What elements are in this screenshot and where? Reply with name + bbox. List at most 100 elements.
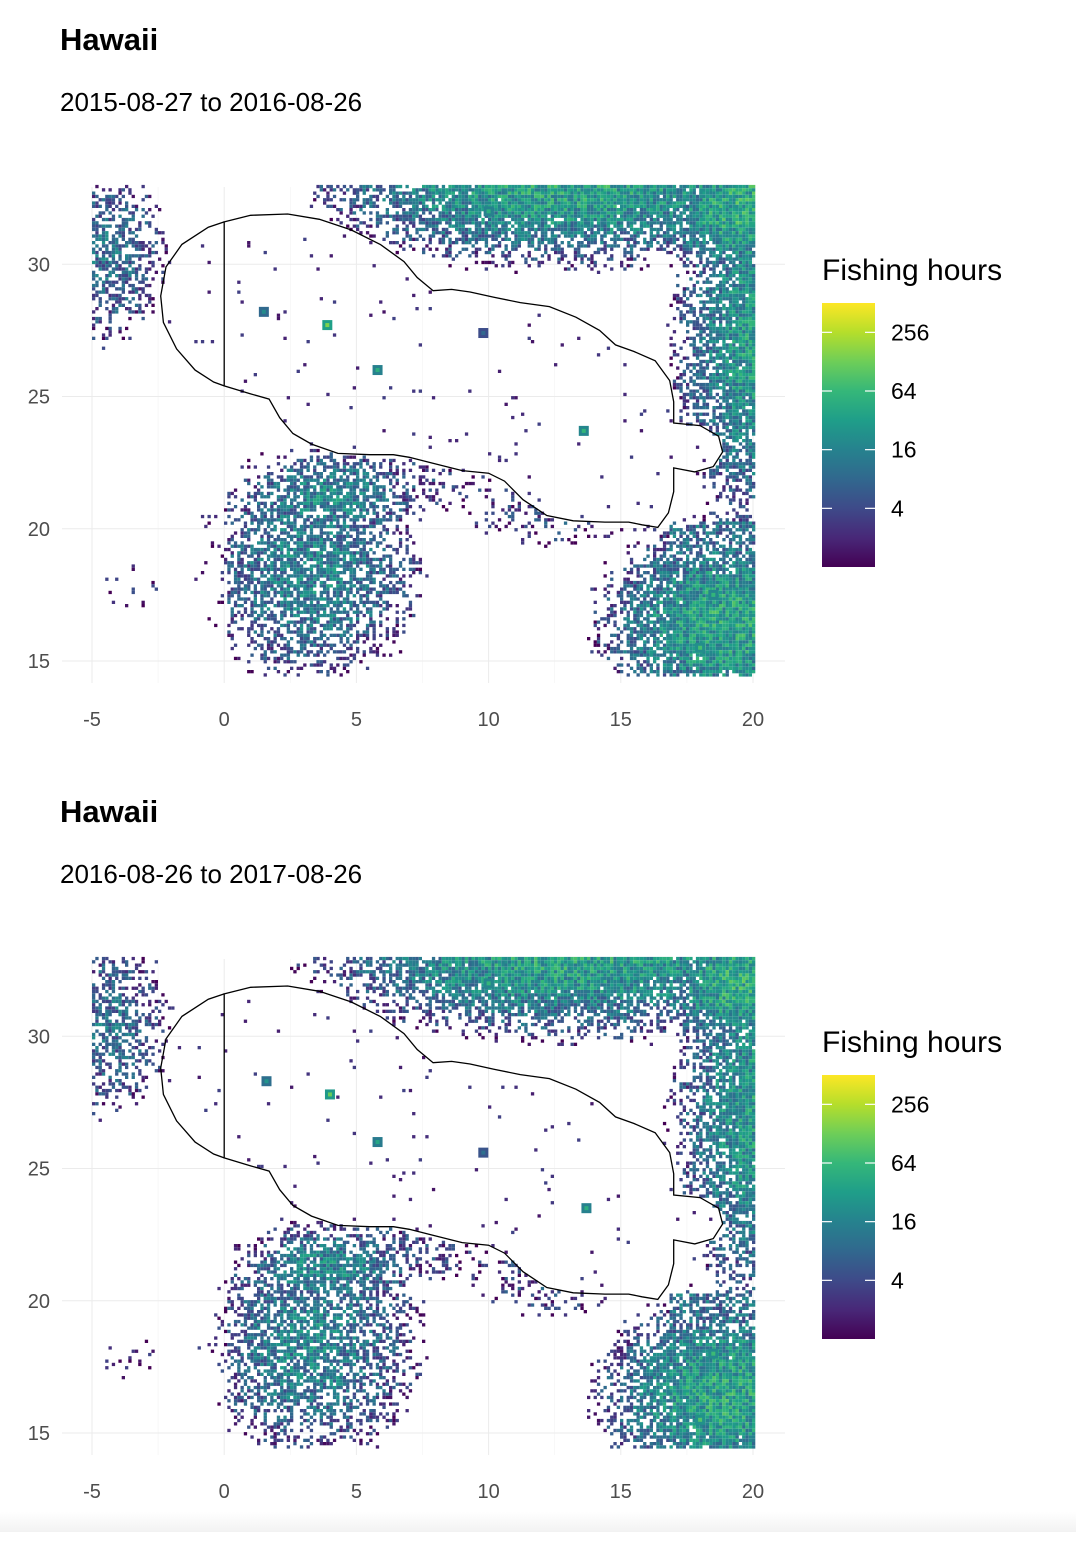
heatmap-cell [260, 495, 263, 498]
heatmap-cell [726, 238, 729, 241]
heatmap-cell [620, 188, 623, 191]
heatmap-cell [699, 347, 702, 350]
heatmap-cell [716, 185, 719, 188]
heatmap-cell [571, 221, 574, 224]
heatmap-cell [138, 281, 141, 284]
heatmap-cell [693, 535, 696, 538]
heatmap-cell [600, 198, 603, 201]
heatmap-cell [363, 495, 366, 498]
heatmap-cell [729, 307, 732, 310]
heatmap-cell [432, 221, 435, 224]
heatmap-cell [406, 512, 409, 515]
heatmap-cell [231, 555, 234, 558]
heatmap-cell [732, 327, 735, 330]
heatmap-cell [346, 485, 349, 488]
heatmap-cell [633, 241, 636, 244]
heatmap-cell [455, 238, 458, 241]
heatmap-cell [719, 386, 722, 389]
heatmap-cell [584, 215, 587, 218]
heatmap-cell [547, 208, 550, 211]
heatmap-cell [445, 205, 448, 208]
heatmap-cell [287, 489, 290, 492]
heatmap-cell [366, 508, 369, 511]
heatmap-cell [719, 215, 722, 218]
heatmap-cell [511, 261, 514, 264]
heatmap-cell [597, 211, 600, 214]
heatmap-cell [597, 231, 600, 234]
heatmap-cell [745, 277, 748, 280]
heatmap-cell [627, 195, 630, 198]
heatmap-cell [333, 548, 336, 551]
heatmap-cell [475, 525, 478, 528]
heatmap-cell [604, 248, 607, 251]
heatmap-cell [432, 469, 435, 472]
heatmap-cell [709, 419, 712, 422]
heatmap-cell [448, 205, 451, 208]
heatmap-cell [689, 294, 692, 297]
heatmap-cell [531, 195, 534, 198]
heatmap-cell [736, 228, 739, 231]
heatmap-cell [716, 307, 719, 310]
heatmap-cell [597, 271, 600, 274]
heatmap-cell [749, 333, 752, 336]
heatmap-cell [336, 555, 339, 558]
heatmap-cell [455, 241, 458, 244]
heatmap-cell [135, 228, 138, 231]
heatmap-cell [326, 531, 329, 534]
heatmap-cell [145, 254, 148, 257]
heatmap-cell [356, 528, 359, 531]
heatmap-cell [468, 198, 471, 201]
heatmap-cell [511, 515, 514, 518]
heatmap-cell [419, 482, 422, 485]
heatmap-cell [656, 192, 659, 195]
heatmap-cell [511, 231, 514, 234]
heatmap-cell [739, 221, 742, 224]
heatmap-cell [445, 188, 448, 191]
heatmap-cell [442, 505, 445, 508]
heatmap-cell [310, 515, 313, 518]
heatmap-cell [359, 512, 362, 515]
heatmap-cell [726, 482, 729, 485]
heatmap-cell [356, 205, 359, 208]
heatmap-cell [343, 498, 346, 501]
heatmap-cell [699, 324, 702, 327]
heatmap-cell [594, 238, 597, 241]
heatmap-cell [610, 198, 613, 201]
heatmap-cell [148, 221, 151, 224]
heatmap-cell [716, 472, 719, 475]
heatmap-cell [745, 347, 748, 350]
heatmap-cell [554, 225, 557, 228]
heatmap-cell [379, 300, 382, 303]
heatmap-cell [346, 525, 349, 528]
heatmap-cell [627, 185, 630, 188]
heatmap-cell [620, 264, 623, 267]
heatmap-cell [739, 406, 742, 409]
heatmap-cell [706, 198, 709, 201]
heatmap-cell [300, 489, 303, 492]
heatmap-cell [686, 228, 689, 231]
heatmap-cell [739, 469, 742, 472]
heatmap-cell [323, 482, 326, 485]
heatmap-cell [703, 373, 706, 376]
heatmap-cell [673, 294, 676, 297]
heatmap-cell [732, 472, 735, 475]
heatmap-cell [293, 522, 296, 525]
heatmap-cell [349, 535, 352, 538]
heatmap-cell [392, 472, 395, 475]
heatmap-cell [722, 347, 725, 350]
heatmap-cell [376, 522, 379, 525]
heatmap-cell [498, 370, 501, 373]
heatmap-cell [132, 254, 135, 257]
heatmap-cell [736, 234, 739, 237]
heatmap-cell [521, 195, 524, 198]
heatmap-cell [491, 261, 494, 264]
heatmap-cell [670, 225, 673, 228]
heatmap-cell [142, 241, 145, 244]
heatmap-cell [587, 205, 590, 208]
heatmap-cell [323, 555, 326, 558]
heatmap-cell [554, 241, 557, 244]
heatmap-cell [406, 548, 409, 551]
heatmap-cell [369, 211, 372, 214]
heatmap-cell [739, 502, 742, 505]
heatmap-cell [508, 192, 511, 195]
